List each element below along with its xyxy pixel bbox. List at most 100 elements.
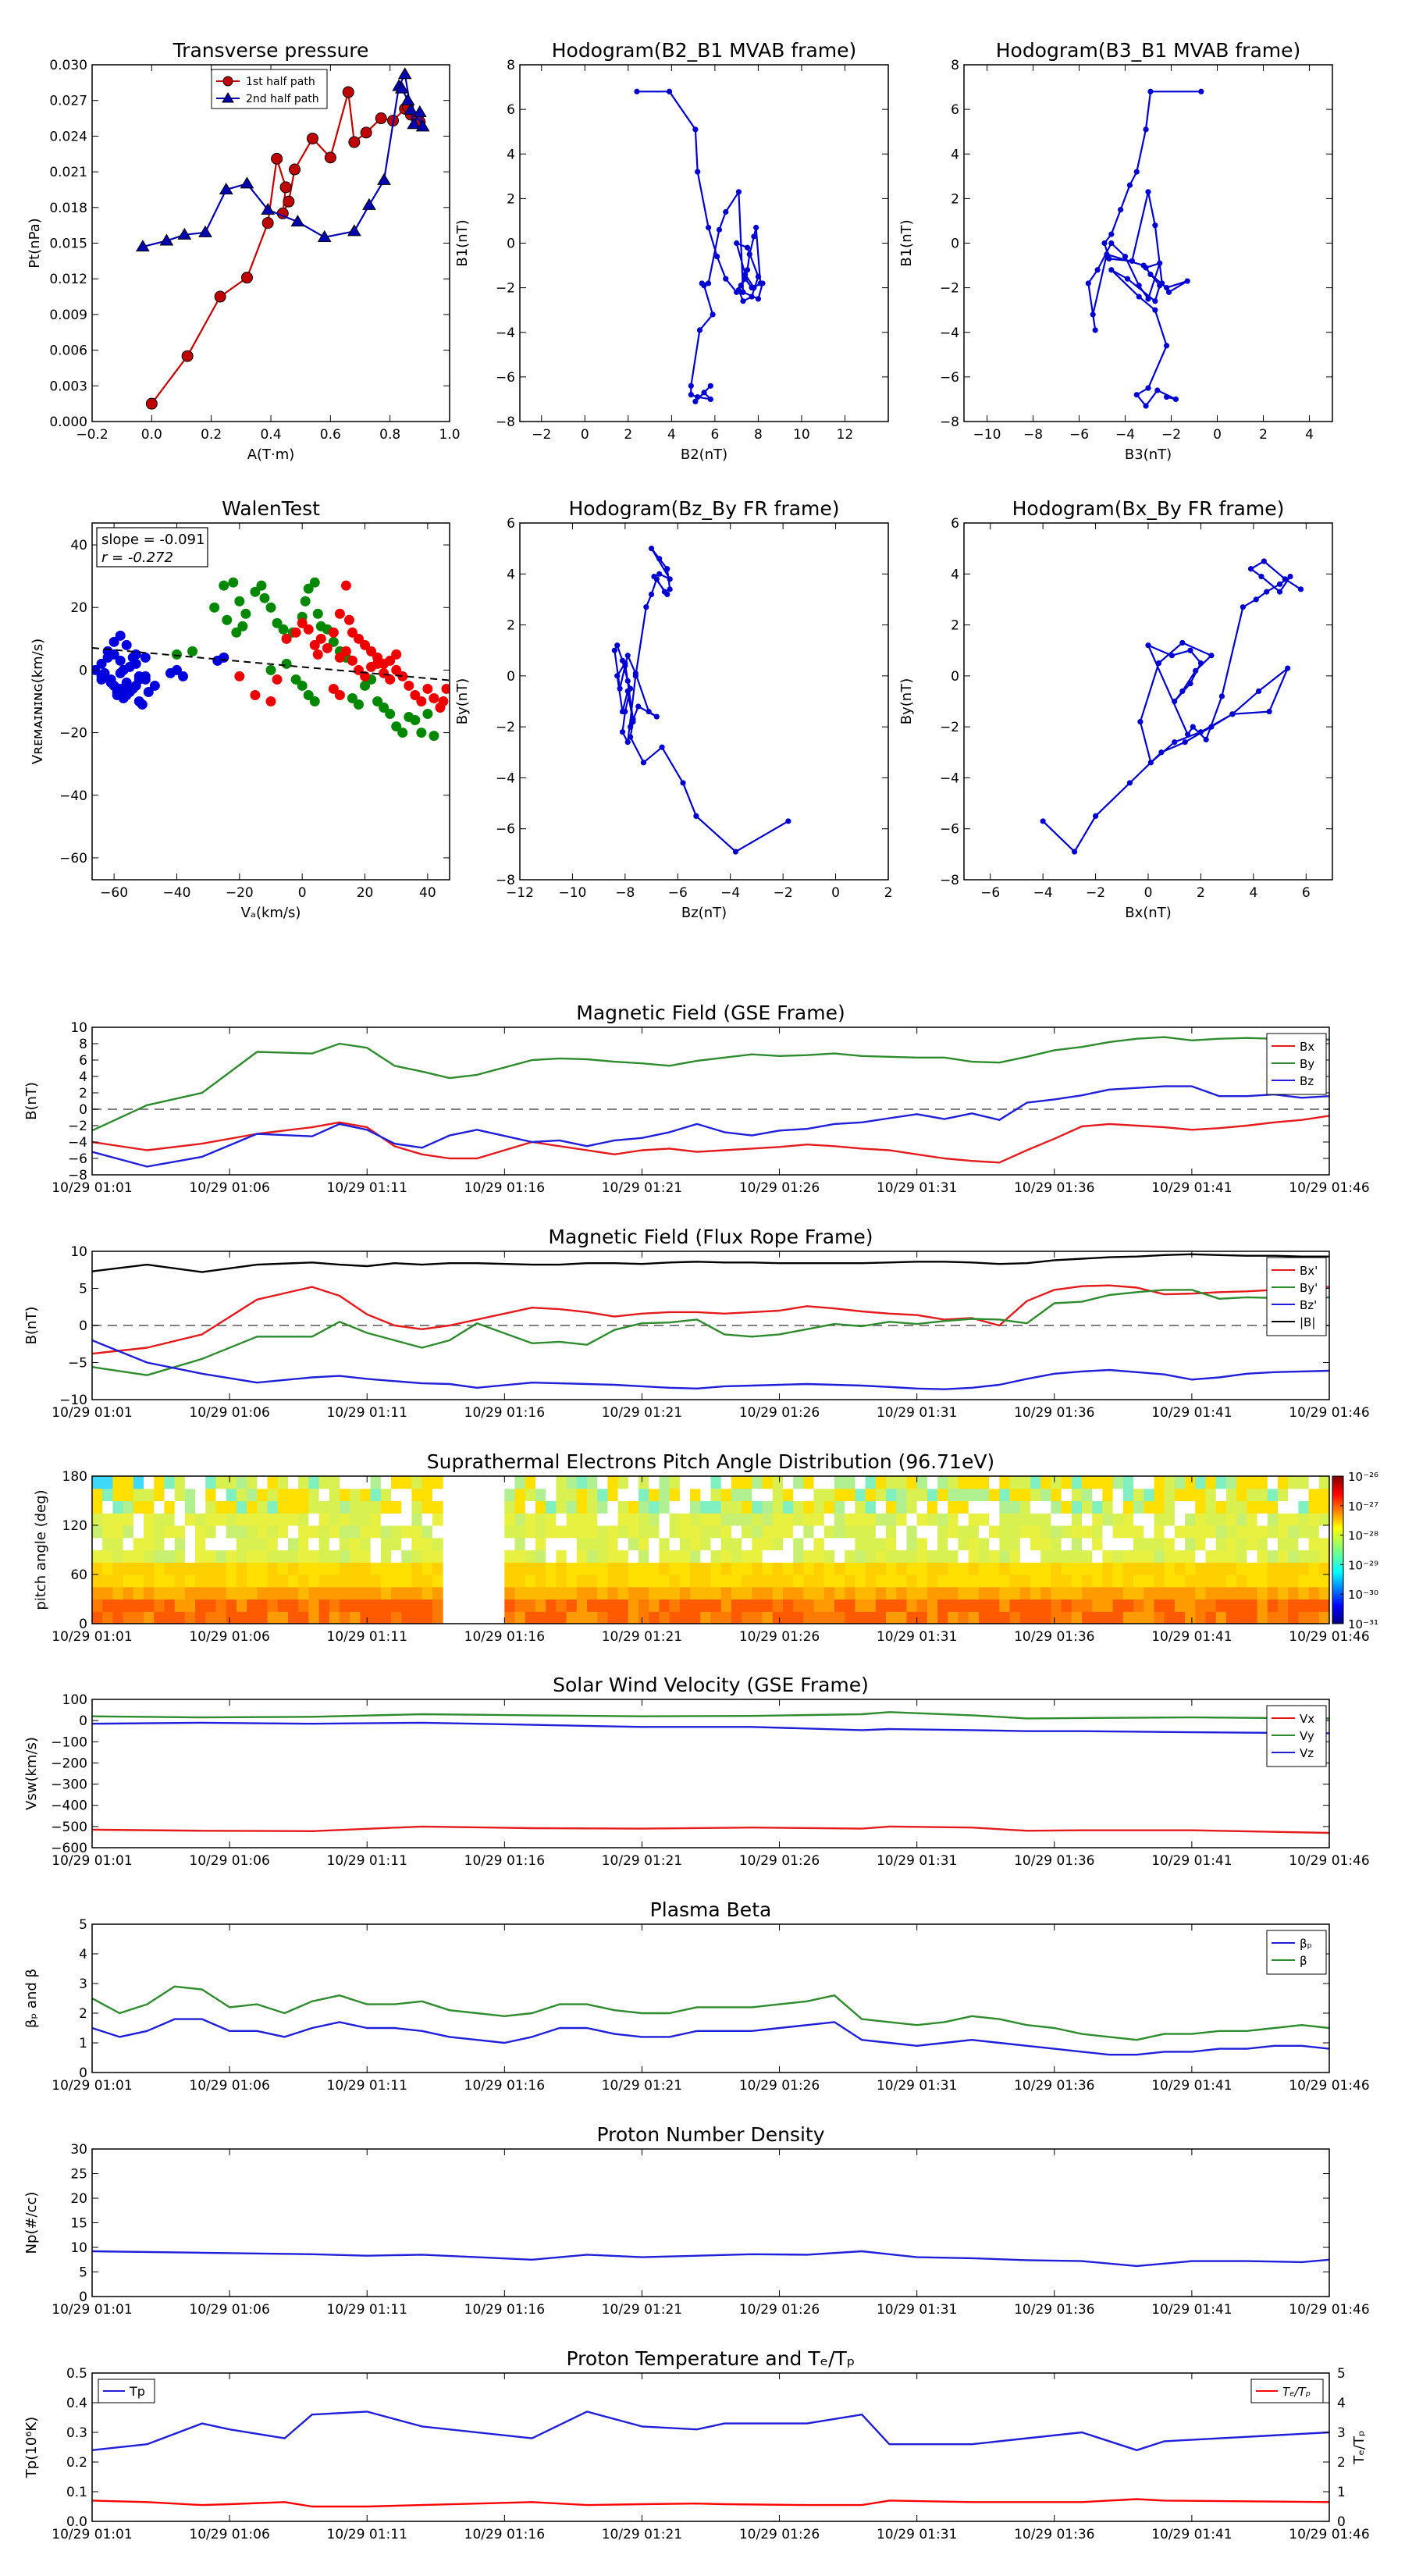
data-point: [1182, 739, 1188, 745]
colorbar-bar: [1332, 1475, 1344, 1624]
heatmap-cell: [329, 1525, 340, 1539]
data-point: [366, 646, 377, 656]
heatmap-cell: [803, 1476, 815, 1489]
heatmap-cell: [886, 1574, 897, 1588]
heatmap-cell: [669, 1586, 681, 1600]
heatmap-cell: [1288, 1562, 1299, 1575]
heatmap-cell: [1133, 1537, 1144, 1551]
heatmap-cell: [380, 1586, 392, 1600]
chart-title: Hodogram(Bx_By FR frame): [1012, 497, 1285, 520]
heatmap-cell: [948, 1586, 959, 1600]
heatmap-cell: [937, 1599, 948, 1612]
heatmap-cell: [772, 1562, 784, 1575]
heatmap-cell: [978, 1513, 990, 1526]
heatmap-cell: [752, 1586, 763, 1600]
heatmap-cell: [1308, 1599, 1320, 1612]
heatmap-cell: [391, 1500, 402, 1514]
heatmap-cell: [350, 1500, 361, 1514]
data-point: [707, 396, 713, 403]
legend-left: Tp: [98, 2379, 155, 2403]
heatmap-cell: [1071, 1525, 1083, 1539]
data-point: [628, 724, 634, 730]
data-point: [1122, 254, 1129, 260]
data-point: [1072, 849, 1078, 855]
data-point: [259, 592, 270, 603]
heatmap-cell: [1009, 1599, 1021, 1612]
data-point: [306, 132, 318, 144]
heatmap-cell: [308, 1562, 320, 1575]
y-tick-label: −2: [940, 281, 959, 297]
heatmap-cell: [628, 1513, 639, 1526]
heatmap-cell: [617, 1476, 629, 1489]
heatmap-cell: [710, 1488, 722, 1502]
heatmap-cell: [556, 1586, 567, 1600]
heatmap-cell: [1277, 1525, 1289, 1539]
heatmap-cell: [1195, 1562, 1207, 1575]
heatmap-cell: [1298, 1513, 1310, 1526]
heatmap-cell: [360, 1525, 372, 1539]
heatmap-cell: [164, 1586, 176, 1600]
heatmap-cell: [700, 1550, 712, 1563]
heatmap-cell: [236, 1488, 247, 1502]
data-point: [1187, 681, 1193, 687]
y-axis-label: B1(nT): [898, 219, 915, 266]
y-tick-label: −600: [51, 1841, 87, 1856]
heatmap-cell: [1164, 1488, 1176, 1502]
heatmap-cell: [762, 1550, 774, 1563]
series-line-2: [92, 1085, 1329, 1168]
x-tick-label: −10: [973, 427, 1001, 443]
heatmap-cell: [886, 1476, 897, 1489]
heatmap-cell: [287, 1550, 299, 1563]
heatmap-cell: [948, 1488, 959, 1502]
heatmap-cell: [906, 1586, 918, 1600]
heatmap-cell: [1051, 1550, 1062, 1563]
heatmap-cell: [1195, 1513, 1207, 1526]
heatmap-cell: [720, 1513, 732, 1526]
data-point: [410, 715, 421, 726]
heatmap-cell: [710, 1550, 722, 1563]
heatmap-cell: [298, 1513, 309, 1526]
heatmap-cell: [329, 1599, 340, 1612]
heatmap-cell: [638, 1500, 649, 1514]
heatmap-cell: [432, 1599, 443, 1612]
heatmap-cell: [123, 1476, 134, 1489]
series-line-1: [92, 2498, 1329, 2508]
data-point: [340, 580, 351, 591]
heatmap-cell: [1112, 1611, 1124, 1624]
heatmap-cell: [649, 1476, 660, 1489]
heatmap-cell: [1051, 1525, 1062, 1539]
heatmap-cell: [1092, 1525, 1104, 1539]
heatmap-cell: [968, 1476, 980, 1489]
data-point: [617, 685, 623, 692]
heatmap-cell: [267, 1562, 279, 1575]
data-point: [272, 674, 283, 685]
y-tick-label: 0: [507, 669, 515, 685]
x-tick-label: 0.2: [201, 427, 222, 443]
heatmap-cell: [184, 1476, 196, 1489]
heatmap-cell: [1195, 1574, 1207, 1588]
heatmap-cell: [845, 1574, 856, 1588]
heatmap-cell: [267, 1537, 279, 1551]
heatmap-cell: [638, 1550, 649, 1563]
heatmap-cell: [1174, 1513, 1186, 1526]
heatmap-cell: [514, 1476, 526, 1489]
heatmap-cell: [1185, 1611, 1196, 1624]
heatmap-cell: [277, 1525, 289, 1539]
data-point: [735, 286, 742, 294]
data-point: [1266, 708, 1272, 715]
heatmap-cell: [1277, 1500, 1289, 1514]
heatmap-cell: [556, 1513, 567, 1526]
heatmap-cell: [340, 1550, 350, 1563]
heatmap-cell: [318, 1488, 330, 1502]
heatmap-cell: [1061, 1611, 1072, 1624]
heatmap-cell: [659, 1513, 670, 1526]
heatmap-cell: [916, 1599, 928, 1612]
heatmap-cell: [782, 1525, 794, 1539]
heatmap-cell: [164, 1550, 176, 1563]
heatmap-cell: [597, 1476, 609, 1489]
heatmap-cell: [948, 1550, 959, 1563]
heatmap-cell: [1009, 1537, 1021, 1551]
heatmap-cell: [782, 1550, 794, 1563]
